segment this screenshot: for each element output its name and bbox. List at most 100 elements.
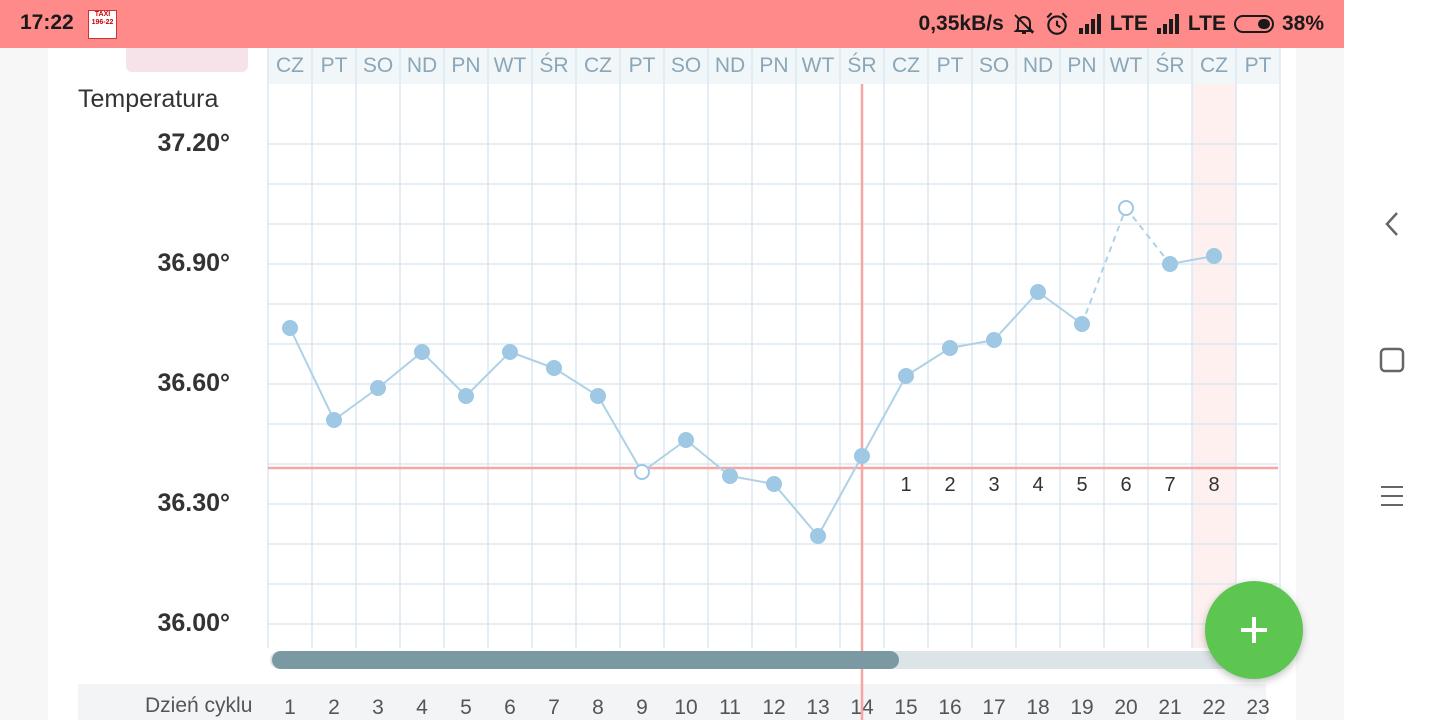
- post-ovulation-day-label: 5: [1076, 474, 1087, 496]
- cycle-day-number: 19: [1070, 696, 1093, 719]
- day-name-label: ND: [407, 54, 437, 77]
- temperature-point: [282, 320, 298, 336]
- cycle-day-number: 16: [938, 696, 961, 719]
- temperature-line-segment: [773, 483, 819, 537]
- temperature-point: [1030, 284, 1046, 300]
- temperature-point: [678, 432, 694, 448]
- temperature-line-segment: [993, 291, 1039, 341]
- temperature-point: [546, 360, 562, 376]
- day-name-label: PT: [1245, 54, 1272, 77]
- cycle-day-number: 21: [1158, 696, 1181, 719]
- menu-icon[interactable]: [1372, 476, 1412, 516]
- temperature-point: [942, 340, 958, 356]
- cycle-day-number: 10: [674, 696, 697, 719]
- day-name-label: CZ: [892, 54, 920, 77]
- temperature-line-segment: [553, 367, 599, 397]
- battery-icon: [1233, 15, 1274, 33]
- cycle-day-number: 23: [1246, 696, 1269, 719]
- day-name-label: PN: [759, 54, 788, 77]
- day-name-label: ND: [1023, 54, 1053, 77]
- temperature-point: [766, 476, 782, 492]
- temperature-line-segment: [1125, 207, 1171, 265]
- temperature-line-segment: [333, 387, 379, 421]
- day-name-label: CZ: [1200, 54, 1228, 77]
- temperature-point: [810, 528, 826, 544]
- temperature-line-segment: [641, 439, 687, 473]
- net-speed: 0,35kB/s: [918, 12, 1004, 35]
- cycle-day-number: 9: [636, 696, 648, 719]
- taxi-app-icon: TAXI 196-22: [88, 10, 117, 39]
- day-name-label: ŚR: [1155, 53, 1184, 77]
- alarm-icon: [1046, 12, 1068, 35]
- temperature-line-segment: [289, 327, 335, 421]
- cycle-day-number: 20: [1114, 696, 1137, 719]
- day-name-label: PT: [321, 54, 348, 77]
- cycle-day-number: 22: [1202, 696, 1225, 719]
- header-tab-remnant: [126, 48, 248, 72]
- home-icon[interactable]: [1372, 340, 1412, 380]
- back-icon[interactable]: [1372, 204, 1412, 244]
- cycle-day-number: 6: [504, 696, 516, 719]
- cycle-day-number: 13: [806, 696, 829, 719]
- excluded-temperature-point: [1118, 200, 1134, 216]
- excluded-temperature-point: [634, 464, 650, 480]
- temperature-line-segment: [597, 395, 643, 473]
- y-tick-label: 36.60°: [157, 369, 230, 397]
- day-name-label: SO: [671, 54, 701, 77]
- cycle-day-number: 1: [284, 696, 296, 719]
- day-name-header: [268, 48, 1280, 84]
- temperature-point: [590, 388, 606, 404]
- temperature-line-segment: [817, 455, 863, 537]
- cycle-day-number: 11: [719, 696, 741, 719]
- temperature-line-segment: [905, 347, 951, 377]
- y-tick-label: 36.90°: [157, 249, 230, 277]
- temperature-point: [414, 344, 430, 360]
- day-name-label: ŚR: [539, 53, 568, 77]
- mute-bell-icon: [1013, 14, 1035, 34]
- post-ovulation-day-label: 4: [1032, 474, 1043, 496]
- add-entry-button[interactable]: [1205, 581, 1303, 679]
- right-gutter: [1296, 48, 1344, 720]
- day-name-label: SO: [979, 54, 1009, 77]
- day-name-label: PN: [1067, 54, 1096, 77]
- cycle-day-number: 12: [762, 696, 785, 719]
- cycle-day-label: Dzień cyklu: [145, 694, 253, 717]
- horizontal-scroll-thumb[interactable]: [272, 651, 899, 669]
- day-name-label: WT: [802, 54, 835, 77]
- post-ovulation-day-label: 7: [1164, 474, 1175, 496]
- temperature-point: [854, 448, 870, 464]
- post-ovulation-day-label: 2: [944, 474, 955, 496]
- cycle-day-number: 7: [548, 696, 560, 719]
- temperature-line-segment: [1081, 207, 1127, 325]
- day-name-label: PT: [629, 54, 656, 77]
- temperature-point: [326, 412, 342, 428]
- temperature-point: [370, 380, 386, 396]
- network-type-2: LTE: [1187, 12, 1226, 35]
- left-gutter: [0, 48, 48, 720]
- battery-percent: 38%: [1281, 12, 1324, 35]
- day-name-label: CZ: [584, 54, 612, 77]
- today-column-highlight: [1192, 84, 1236, 648]
- cycle-day-number: 2: [328, 696, 340, 719]
- temperature-line-segment: [685, 439, 731, 477]
- day-name-label: CZ: [276, 54, 304, 77]
- temperature-point: [898, 368, 914, 384]
- temperature-point: [986, 332, 1002, 348]
- temperature-point: [722, 468, 738, 484]
- post-ovulation-day-label: 3: [988, 474, 999, 496]
- day-name-label: PT: [937, 54, 964, 77]
- y-tick-label: 37.20°: [157, 129, 230, 157]
- post-ovulation-day-label: 8: [1208, 474, 1219, 496]
- plus-icon: [1241, 617, 1267, 643]
- cycle-day-row: [78, 684, 1266, 720]
- signal-icon-2: [1156, 14, 1179, 34]
- temperature-point: [1206, 248, 1222, 264]
- status-icons: 0,35kB/s LTE LTE 38%: [919, 11, 1324, 37]
- temperature-point: [1162, 256, 1178, 272]
- clock: 17:22: [20, 11, 74, 34]
- day-name-label: WT: [1110, 54, 1143, 77]
- temperature-line-segment: [421, 351, 467, 397]
- temperature-line-segment: [861, 375, 907, 457]
- cycle-day-number: 3: [372, 696, 384, 719]
